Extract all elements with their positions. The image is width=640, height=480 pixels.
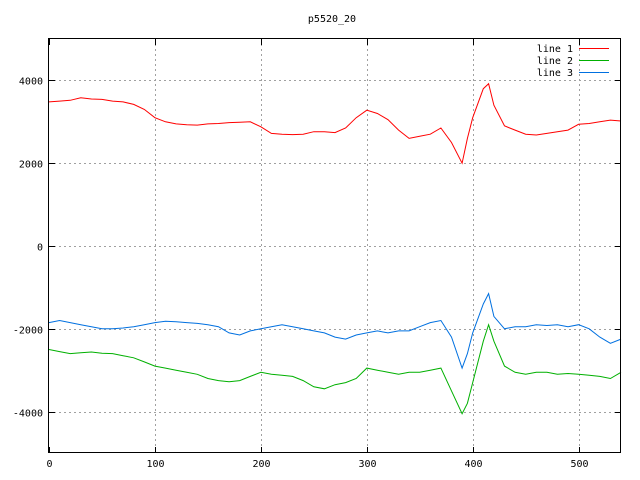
- legend-label: line 1: [537, 44, 573, 55]
- series-group: [48, 82, 622, 415]
- grid: [49, 39, 621, 453]
- y-tick-label: 0: [37, 243, 43, 254]
- legend-label: line 2: [537, 56, 573, 67]
- chart-title: p5520_20: [308, 14, 356, 25]
- y-tick-label: -4000: [13, 409, 43, 420]
- x-tick-label: 300: [358, 459, 376, 470]
- series-line-2-line: [48, 323, 622, 415]
- x-tick-label: 400: [464, 459, 482, 470]
- plot-frame: [48, 38, 621, 453]
- x-tick-label: 200: [252, 459, 270, 470]
- series-line-1-line: [48, 82, 622, 165]
- legend-label: line 3: [537, 68, 573, 79]
- y-tick-label: -2000: [13, 326, 43, 337]
- x-tick-label: 500: [570, 459, 588, 470]
- y-tick-label: 4000: [19, 77, 43, 88]
- axes: 0 100 200 300 400 500 -4000 -2000 0 2000 4000: [13, 39, 621, 470]
- y-tick-label: 2000: [19, 160, 43, 171]
- series-line-3-line: [48, 292, 622, 370]
- x-tick-label: 100: [146, 459, 164, 470]
- x-tick-label: 0: [46, 459, 52, 470]
